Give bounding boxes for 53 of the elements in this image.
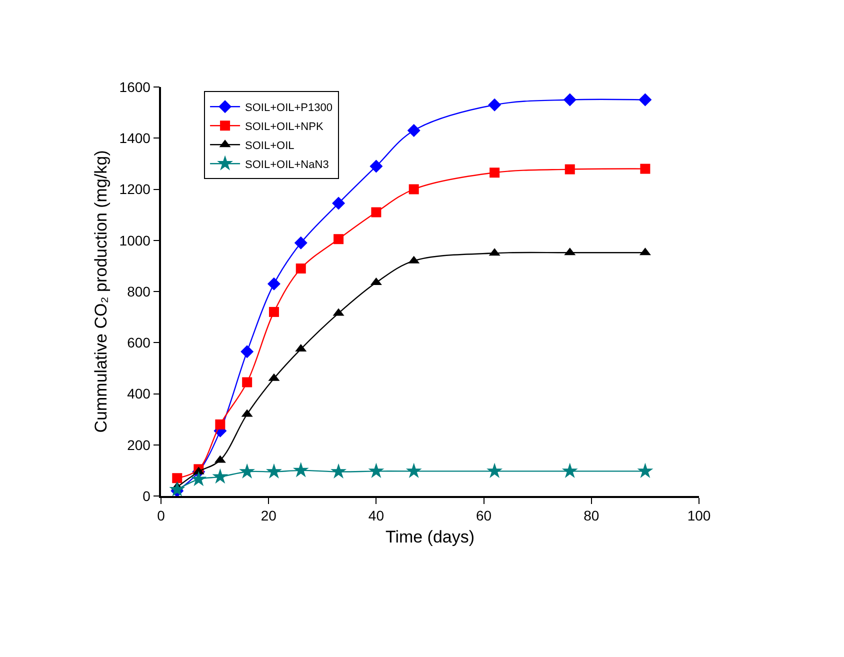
point	[212, 468, 228, 484]
y-tick-label: 800	[127, 283, 151, 300]
legend-label: SOIL+OIL+NPK	[245, 120, 324, 133]
point	[169, 481, 186, 496]
point	[242, 377, 252, 388]
y-tick-label: 1400	[119, 130, 151, 146]
point	[332, 196, 346, 210]
point	[190, 470, 207, 486]
point	[640, 164, 650, 174]
x-tick-label: 40	[368, 508, 384, 524]
legend-label: SOIL+OIL	[245, 140, 294, 152]
point	[370, 160, 383, 173]
point	[215, 419, 226, 430]
point	[268, 306, 279, 317]
y-tick-label: 600	[127, 334, 151, 351]
x-tick-label: 100	[687, 508, 711, 524]
y-tick-label: 200	[127, 436, 151, 453]
point	[266, 463, 282, 479]
point	[637, 462, 654, 478]
x-tick-label: 60	[476, 508, 492, 524]
legend-label: SOIL+OIL+P1300	[245, 102, 332, 114]
x-tick-label: 20	[260, 508, 277, 524]
point	[486, 462, 503, 478]
point	[406, 462, 422, 478]
point	[563, 93, 576, 106]
point	[267, 277, 280, 290]
y-tick-label: 400	[127, 386, 151, 402]
y-tick-label: 1600	[119, 78, 151, 95]
point	[564, 164, 575, 174]
y-tick-label: 1200	[119, 181, 151, 198]
y-axis-title: Cummulative CO₂ production (mg/kg)	[91, 150, 110, 433]
point	[562, 462, 578, 478]
y-tick-label: 1000	[119, 232, 151, 248]
y-tick-label: 0	[142, 488, 151, 504]
point	[490, 168, 500, 178]
point	[296, 263, 306, 274]
point	[330, 463, 347, 479]
point	[240, 345, 254, 358]
point	[292, 462, 309, 478]
x-tick-label: 0	[157, 508, 166, 524]
x-tick-label: 80	[584, 508, 600, 524]
point	[371, 207, 382, 218]
point	[408, 184, 419, 194]
point	[239, 463, 256, 479]
point	[334, 234, 344, 244]
x-axis-title: Time (days)	[385, 527, 475, 546]
point	[407, 124, 420, 137]
point	[368, 462, 384, 478]
legend-label: SOIL+OIL+NaN3	[245, 158, 329, 171]
point	[638, 93, 652, 106]
point	[294, 236, 308, 250]
point	[172, 473, 182, 484]
point	[488, 98, 502, 112]
